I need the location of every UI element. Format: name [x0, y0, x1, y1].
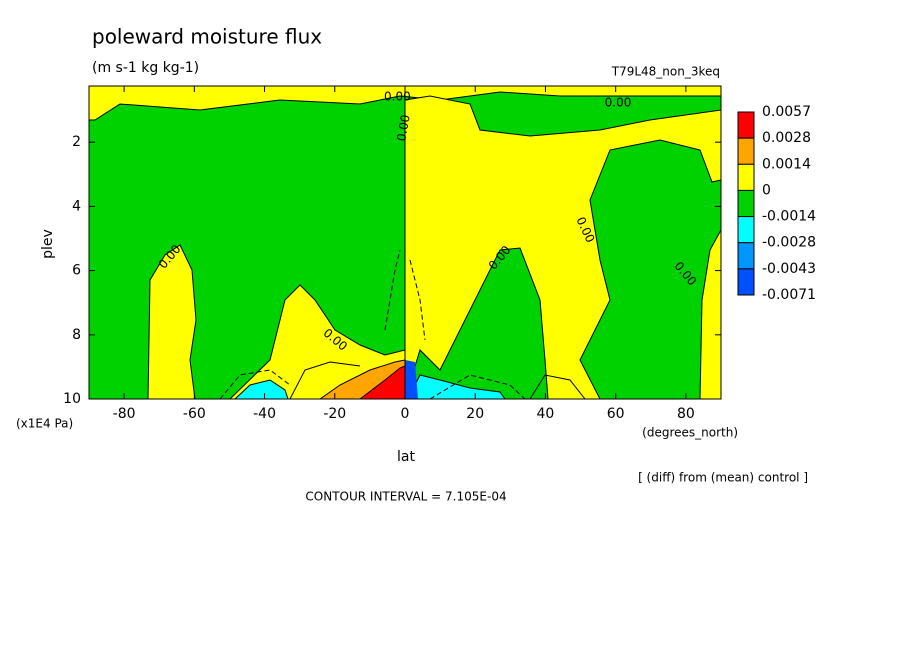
y-axis-units: (x1E4 Pa): [16, 417, 73, 431]
y-tick-label: 4: [72, 198, 81, 214]
x-axis-label: lat: [397, 449, 415, 465]
colorbar-label: 0.0057: [762, 104, 811, 120]
x-tick-label: 20: [466, 406, 484, 422]
colorbar-label: 0.0014: [762, 156, 811, 172]
contour-label: 0.00: [605, 96, 632, 110]
colorbar-box: [737, 111, 755, 139]
colorbar-box: [737, 163, 755, 191]
x-tick-label: -20: [323, 406, 346, 422]
colorbar-label: 0: [762, 182, 771, 198]
colorbar-box: [737, 268, 755, 296]
colorbar-label: 0.0028: [762, 130, 811, 146]
y-axis-label: plev: [40, 229, 56, 259]
y-tick-label: 6: [72, 263, 81, 279]
colorbar-box: [737, 189, 755, 218]
chart-title: poleward moisture flux: [92, 25, 322, 49]
colorbar-box: [737, 137, 755, 165]
colorbar-label: -0.0014: [762, 209, 816, 225]
colorbar-label: -0.0071: [762, 287, 816, 303]
dataset-label: T79L48_non_3keq: [611, 65, 720, 79]
x-tick-label: 0: [401, 406, 410, 422]
contour-field: [89, 86, 721, 399]
contour-label: 0.00: [384, 90, 411, 104]
chart-subtitle: (m s-1 kg kg-1): [92, 60, 199, 76]
x-tick-label: 80: [677, 406, 695, 422]
x-tick-label: 60: [607, 406, 625, 422]
colorbar-box: [737, 242, 755, 270]
x-tick-label: 40: [537, 406, 555, 422]
y-tick-label: 8: [72, 327, 81, 343]
note: [ (diff) from (mean) control ]: [638, 471, 808, 485]
contour-interval: CONTOUR INTERVAL = 7.105E-04: [305, 490, 506, 504]
x-tick-label: -80: [113, 406, 136, 422]
y-tick-label: 10: [63, 391, 81, 407]
x-tick-label: -40: [253, 406, 276, 422]
x-axis-units: (degrees_north): [642, 426, 738, 440]
colorbar-label: -0.0043: [762, 261, 816, 277]
contour-label: 0.00: [394, 114, 412, 143]
y-tick-label: 2: [72, 134, 81, 150]
colorbar-label: -0.0028: [762, 235, 816, 251]
x-tick-label: -60: [183, 406, 206, 422]
colorbar-box: [737, 216, 755, 244]
